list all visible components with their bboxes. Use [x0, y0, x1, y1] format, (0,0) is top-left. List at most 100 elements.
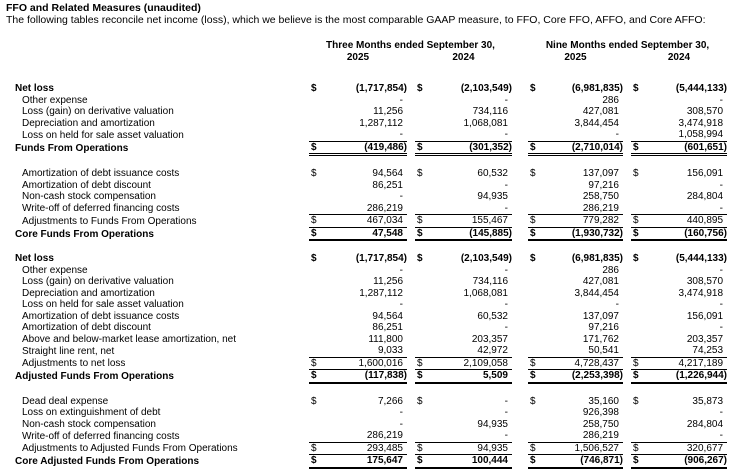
column-gap — [512, 215, 528, 228]
money-cell: 286,219 — [309, 202, 407, 215]
money-cell: 60,532 — [415, 311, 512, 323]
money-cell: $ (419,486) — [309, 141, 407, 156]
cell-value: 171,762 — [582, 333, 619, 345]
cell-value: (2,103,549) — [460, 253, 512, 264]
cell-value: 4,728,437 — [574, 357, 620, 369]
cell-value: 86,251 — [372, 179, 403, 191]
row-label: Funds From Operations — [15, 143, 129, 154]
dollar-sign: $ — [633, 168, 639, 179]
column-gap — [512, 191, 528, 203]
column-gap — [407, 357, 415, 370]
ffo-reconciliation-table: Three Months ended September 30, Nine Mo… — [6, 40, 728, 469]
money-cell: 111,800 — [309, 334, 407, 346]
row-label: Amortization of debt discount — [22, 322, 151, 333]
dollar-sign: $ — [530, 455, 536, 466]
dollar-sign: $ — [633, 227, 639, 239]
money-cell: $ (301,352) — [415, 141, 512, 156]
money-cell: - — [309, 129, 407, 142]
cell-value: 97,216 — [588, 179, 619, 191]
column-gap — [512, 276, 528, 288]
row-label: Above and below-market lease amortizatio… — [22, 333, 237, 345]
cell-value: 3,474,918 — [678, 287, 724, 299]
column-gap — [407, 191, 415, 203]
money-cell: - — [528, 299, 623, 311]
money-cell: $1,506,527 — [528, 442, 623, 455]
cell-value: 86,251 — [372, 322, 403, 333]
money-cell: - — [415, 322, 512, 334]
table-row: Loss on extinguishment of debt - - 926,398 - — [6, 407, 727, 419]
cell-value: 5,509 — [482, 370, 508, 381]
cell-value: 1,287,112 — [359, 117, 403, 129]
column-gap — [512, 265, 528, 277]
dollar-sign: $ — [530, 215, 536, 226]
cell-value: (1,717,854) — [355, 83, 407, 94]
dollar-sign: $ — [311, 357, 317, 369]
cell-value: 3,844,454 — [574, 287, 620, 299]
column-gap — [512, 168, 528, 180]
cell-value: 427,081 — [582, 276, 619, 287]
cell-value: 779,282 — [582, 215, 619, 226]
column-gap — [407, 345, 415, 357]
cell-value: 467,034 — [366, 215, 403, 226]
money-cell: $ (160,756) — [631, 227, 728, 241]
money-cell: $ (117,838) — [309, 369, 407, 384]
cell-value: - — [719, 264, 724, 276]
table-row: Amortization of debt issuance costs 94,56… — [6, 311, 727, 323]
money-cell: $ (2,103,549) — [415, 83, 512, 95]
dollar-sign: $ — [417, 370, 423, 381]
cell-value: 3,844,454 — [574, 117, 620, 129]
row-label: Core Adjusted Funds From Operations — [15, 456, 200, 467]
cell-value: 94,935 — [477, 191, 508, 202]
dollar-sign: $ — [311, 168, 317, 179]
column-gap — [407, 311, 415, 323]
column-gap — [407, 370, 415, 383]
column-gap — [512, 203, 528, 215]
table-row: Amortization of debt discount 86,251 - 97,2… — [6, 180, 727, 192]
dollar-sign: $ — [417, 83, 423, 94]
money-cell: 9,033 — [309, 345, 407, 358]
money-cell: $35,160 — [528, 396, 623, 408]
table-row: Funds From Operations $ (419,486) $ (301,352… — [6, 141, 728, 156]
money-cell: $ (145,885) — [415, 227, 512, 241]
cell-value: 293,485 — [366, 442, 403, 454]
year-header-three-2025: 2025 — [346, 51, 370, 63]
dollar-sign: $ — [417, 357, 423, 369]
money-cell: 734,116 — [415, 106, 512, 118]
column-gap — [407, 299, 415, 311]
row-label: Non-cash stock compensation — [22, 418, 156, 430]
money-cell: 203,357 — [415, 334, 512, 346]
money-cell: 11,256 — [309, 106, 407, 118]
column-gap — [623, 311, 631, 323]
table-row: Write-off of deferred financing costs 286… — [6, 202, 728, 215]
table-row: Above and below-market lease amortizatio… — [6, 334, 727, 346]
table-row: Net loss $ (1,717,854) $ (2,103,549) $ (6,981,… — [6, 83, 727, 95]
row-label: Loss on held for sale asset valuation — [22, 299, 184, 310]
column-gap — [623, 334, 631, 346]
money-cell: - — [309, 299, 407, 311]
report-title: FFO and Related Measures (unaudited) — [6, 2, 201, 14]
column-gap — [407, 407, 415, 419]
column-group-row: Three Months ended September 30, Nine Mo… — [6, 40, 727, 52]
money-cell: $ (1,717,854) — [309, 253, 407, 265]
cell-value: 1,287,112 — [359, 287, 403, 299]
cell-value: (2,253,398) — [571, 370, 623, 381]
money-cell: $35,873 — [631, 396, 727, 408]
cell-value: 427,081 — [582, 106, 619, 117]
dollar-sign: $ — [417, 455, 423, 466]
money-cell: 171,762 — [528, 334, 623, 346]
dollar-sign: $ — [311, 370, 317, 381]
column-gap — [623, 299, 631, 311]
column-gap — [512, 430, 528, 442]
row-label: Adjustments to Adjusted Funds From Opera… — [22, 443, 238, 454]
cell-value: 74,253 — [692, 345, 724, 356]
money-cell: $100,444 — [415, 454, 512, 469]
column-gap — [623, 141, 631, 155]
money-cell: 97,216 — [528, 180, 623, 192]
column-gap — [512, 370, 528, 383]
cell-value: 35,873 — [692, 395, 724, 407]
money-cell: - — [309, 419, 407, 431]
cell-value: - — [504, 407, 508, 418]
cell-value: 47,548 — [372, 227, 403, 239]
column-gap — [512, 455, 528, 468]
money-cell: 97,216 — [528, 322, 623, 334]
